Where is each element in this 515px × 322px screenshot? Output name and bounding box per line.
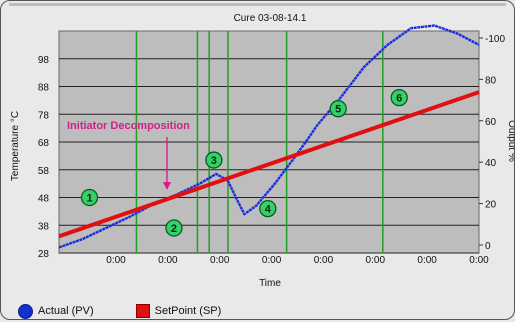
y-tick-label-left: 78: [38, 110, 50, 121]
x-tick-label: 0:00: [314, 255, 334, 266]
y-axis-label-left: Temperature °C: [10, 111, 21, 181]
phase-badge-label: 5: [335, 104, 341, 116]
phase-badge: [80, 188, 99, 207]
x-ticks: 0:00 0:00 0:00 0:00 0:00 0:00 0:00 0:00: [106, 255, 489, 266]
x-tick-label: 0:00: [469, 255, 489, 266]
y-ticks-left: 28 38 48 58 68 78 88 98: [38, 55, 50, 260]
series-lines: [58, 24, 480, 249]
legend-swatch-actual: [18, 303, 33, 319]
x-axis-label: Time: [259, 278, 281, 289]
y-tick-label-right: 0: [485, 241, 491, 252]
legend-swatch-setpoint: [135, 304, 150, 318]
gridlines: [59, 58, 479, 254]
x-tick-label: 0:00: [417, 255, 437, 266]
y-tick-label-left: 68: [38, 138, 50, 149]
y-tick-label-right: 20: [485, 200, 497, 211]
phase-badge: [390, 88, 408, 107]
y-tick-label-left: 88: [38, 83, 50, 94]
phase-badge: [165, 219, 183, 237]
y-tick-label-left: 98: [38, 55, 50, 66]
x-tick-label: 0:00: [210, 255, 230, 266]
phase-badge-label: 6: [396, 93, 402, 105]
legend-label-actual: Actual (PV): [38, 305, 94, 317]
y-tick-label-left: 28: [38, 249, 50, 260]
legend-item-actual: Actual (PV): [18, 303, 94, 319]
x-tick-label: 0:00: [366, 255, 386, 266]
callout-text: Initiator Decomposition: [67, 120, 190, 132]
y-tick-label-left: 48: [38, 194, 50, 205]
phase-badge-label: 2: [171, 223, 177, 235]
phase-badges: 1 2 3 4 5 6: [80, 88, 408, 237]
chart-legend: Actual (PV) SetPoint (SP): [0, 300, 513, 322]
y-tick-label-right: 80: [485, 75, 497, 86]
y-tick-label-right: -100: [485, 34, 505, 45]
callout-arrowhead: [163, 182, 171, 190]
phase-badge-label: 1: [86, 193, 92, 205]
phase-badge: [205, 151, 223, 169]
y-tick-label-left: 58: [38, 166, 50, 177]
series-line-setpoint: [58, 90, 480, 239]
phase-badge: [329, 100, 347, 118]
y-tick-label-right: 40: [485, 158, 497, 169]
y-ticks-right: 0 20 40 60 80 -100: [479, 34, 505, 252]
title-strip: [9, 3, 506, 6]
x-tick-label: 0:00: [158, 255, 178, 266]
y-axis-label-right: Output %: [506, 120, 514, 162]
x-tick-label: 0:00: [106, 255, 126, 266]
phase-badge-label: 4: [265, 204, 272, 216]
y-tick-label-left: 38: [38, 221, 50, 232]
chart-title: Cure 03-08-14.1: [234, 13, 307, 24]
legend-item-setpoint: SetPoint (SP): [135, 304, 222, 318]
phase-badge-label: 3: [211, 155, 217, 167]
phase-markers: [135, 31, 384, 253]
legend-label-setpoint: SetPoint (SP): [154, 305, 222, 317]
phase-badge: [259, 199, 277, 218]
annotation-callout: Initiator Decomposition: [67, 120, 190, 190]
x-tick-label: 0:00: [262, 255, 282, 266]
y-tick-label-right: 60: [485, 117, 497, 128]
